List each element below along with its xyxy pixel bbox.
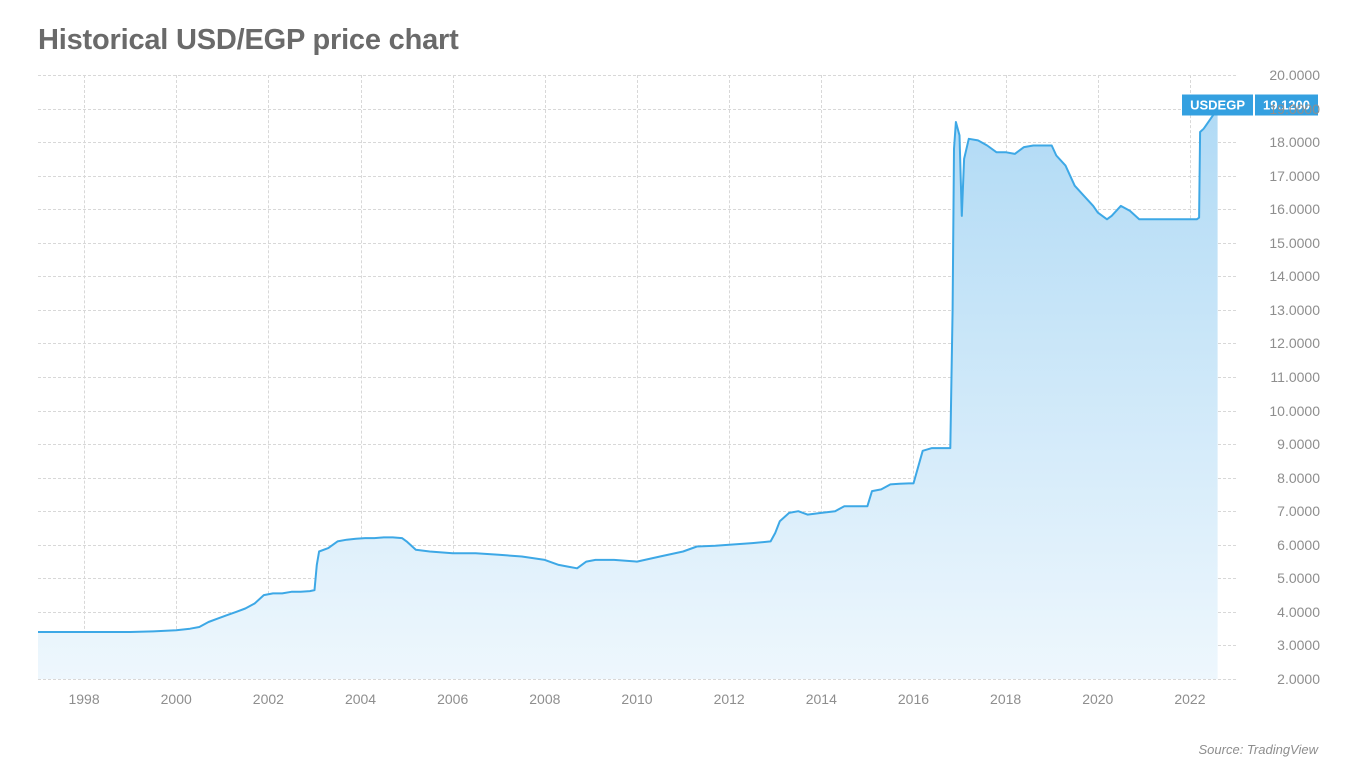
y-tick-label: 5.0000 [1277, 570, 1320, 586]
x-tick-label: 1998 [68, 691, 99, 707]
y-tick-label: 3.0000 [1277, 637, 1320, 653]
y-tick-label: 9.0000 [1277, 436, 1320, 452]
x-tick-label: 2020 [1082, 691, 1113, 707]
x-tick-label: 2002 [253, 691, 284, 707]
x-tick-label: 2014 [806, 691, 837, 707]
y-tick-label: 14.0000 [1269, 268, 1320, 284]
y-tick-label: 19.0000 [1269, 101, 1320, 117]
x-axis: 1998 2000 2002 2004 2006 2008 2010 2012 2014 2016… [38, 683, 1236, 715]
y-tick-label: 16.0000 [1269, 201, 1320, 217]
y-tick-label: 15.0000 [1269, 235, 1320, 251]
x-tick-label: 2006 [437, 691, 468, 707]
y-tick-label: 7.0000 [1277, 503, 1320, 519]
y-tick-label: 11.0000 [1270, 369, 1320, 385]
y-axis: 2.00003.00004.00005.00006.00007.00008.00… [1240, 75, 1320, 679]
x-tick-label: 2012 [714, 691, 745, 707]
source-attribution: Source: TradingView [1199, 742, 1318, 757]
y-tick-label: 4.0000 [1277, 604, 1320, 620]
x-tick-label: 2022 [1174, 691, 1205, 707]
y-tick-label: 13.0000 [1269, 302, 1320, 318]
y-tick-label: 8.0000 [1277, 470, 1320, 486]
chart-wrap: USDEGP19.1200 2.0000 3.0000 4.0000 5.0000 6.… [38, 75, 1320, 715]
y-tick-label: 20.0000 [1269, 67, 1320, 83]
y-tick-label: 2.0000 [1277, 671, 1320, 687]
plot-area: USDEGP19.1200 [38, 75, 1236, 679]
y-gridline [38, 679, 1236, 680]
chart-container: Historical USD/EGP price chart USDEGP19.… [0, 0, 1350, 761]
x-tick-label: 2000 [161, 691, 192, 707]
y-tick-label: 17.0000 [1269, 168, 1320, 184]
x-tick-label: 2010 [621, 691, 652, 707]
chart-title: Historical USD/EGP price chart [38, 24, 1320, 57]
x-tick-label: 2016 [898, 691, 929, 707]
y-tick-label: 18.0000 [1269, 134, 1320, 150]
y-tick-label: 12.0000 [1269, 335, 1320, 351]
y-tick-label: 6.0000 [1277, 537, 1320, 553]
x-tick-label: 2004 [345, 691, 376, 707]
area-chart-svg [38, 75, 1236, 679]
y-tick-label: 10.0000 [1269, 403, 1320, 419]
x-tick-label: 2008 [529, 691, 560, 707]
x-tick-label: 2018 [990, 691, 1021, 707]
